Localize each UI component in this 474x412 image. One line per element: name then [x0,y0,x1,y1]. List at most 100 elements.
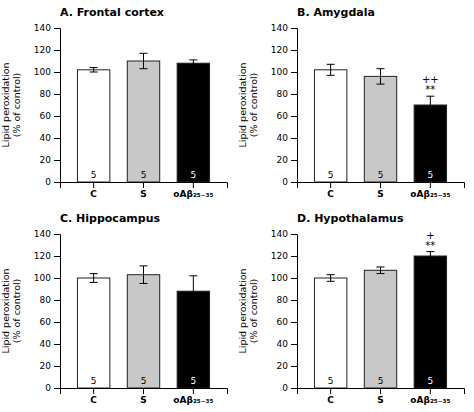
tick-label: 20 [277,361,289,371]
title: B. Amygdala [297,6,375,19]
tick-label: 40 [277,339,289,349]
tick-mark [291,28,297,29]
error-bar-line [327,64,335,75]
y-axis-title: Lipid peroxidation(% of control) [0,268,22,353]
x-axis: CSoAβ₂₅₋₃₅ [298,388,465,405]
tick: 120 [271,251,297,261]
tick-mark [54,160,60,161]
error-bar-line [189,276,197,307]
tick: 140 [271,23,297,33]
y-axis-title-line: (% of control) [11,73,22,138]
n-label: 5 [328,170,334,180]
tick-label: S [140,189,146,199]
tick-label: 100 [34,67,51,77]
y-axis: 020406080100120140 [34,23,61,187]
error-bar-line [327,275,335,282]
tick: 100 [271,67,297,77]
tick: 0 [45,383,60,393]
tick: 60 [277,111,297,121]
tick-label: 80 [277,89,289,99]
tick-label: 100 [271,273,288,283]
tick-label: 120 [271,251,288,261]
y-axis-title: Lipid peroxidation(% of control) [0,62,22,147]
tick-mark [291,300,297,301]
panel: 020406080100120140CSoAβ₂₅₋₃₅555A. Fronta… [0,6,228,199]
tick: oAβ₂₅₋₃₅ [173,182,213,199]
x-axis: CSoAβ₂₅₋₃₅ [298,182,465,199]
tick: 20 [40,361,60,371]
tick: 100 [34,273,60,283]
tick-mark [193,388,194,394]
tick-label: 0 [282,177,288,187]
tick-mark [54,322,60,323]
tick-label: 20 [40,361,52,371]
error-bar-line [426,96,434,114]
tick-mark [143,388,144,394]
n-label: 5 [91,170,97,180]
tick-mark [291,182,297,183]
tick: 140 [34,229,60,239]
tick-mark [291,116,297,117]
tick-mark [143,182,144,188]
marks [314,252,446,388]
bar [364,270,396,388]
title: C. Hippocampus [60,212,160,225]
tick: 40 [40,339,60,349]
tick-mark [54,234,60,235]
tick: 100 [271,273,297,283]
tick-mark [430,182,431,188]
tick: 40 [40,133,60,143]
labels: 555 [91,170,196,180]
labels: 555++** [328,74,439,180]
tick: 60 [277,317,297,327]
n-label: 5 [427,376,433,386]
tick: 100 [34,67,60,77]
axis-line [298,389,465,395]
error-bar-line [189,60,197,67]
n-label: 5 [91,376,97,386]
bar [414,105,446,182]
tick-label: 0 [282,383,288,393]
tick-label: 140 [34,23,51,33]
tick-label: 20 [277,155,289,165]
tick: 80 [40,295,60,305]
bar [77,278,109,388]
axis-line [54,235,61,389]
tick-label: oAβ₂₅₋₃₅ [173,395,213,405]
annotation: ** [425,240,435,251]
y-axis-title-line: Lipid peroxidation [237,62,248,147]
bar [364,76,396,182]
error-bar [327,64,335,75]
error-bar-line [426,252,434,261]
tick: 120 [34,45,60,55]
error-bar [426,252,434,261]
error-bar [140,53,148,68]
tick: S [140,388,146,405]
tick-mark [380,388,381,394]
tick-label: 40 [277,133,289,143]
error-bar [90,68,98,72]
annotation: ** [425,84,435,95]
tick-mark [291,366,297,367]
tick: C [90,388,97,405]
error-bar [377,69,385,84]
tick-mark [93,388,94,394]
y-axis-title: Lipid peroxidation(% of control) [237,268,259,353]
y-axis-title: Lipid peroxidation(% of control) [237,62,259,147]
tick-label: C [90,395,97,405]
tick-mark [291,72,297,73]
bar [177,63,209,182]
tick: 120 [271,45,297,55]
tick-label: S [377,189,383,199]
panel: 020406080100120140CSoAβ₂₅₋₃₅555C. Hippoc… [0,212,228,405]
tick: 80 [277,295,297,305]
x-axis: CSoAβ₂₅₋₃₅ [61,182,228,199]
error-bar-line [140,53,148,68]
tick-mark [54,72,60,73]
title: A. Frontal cortex [60,6,164,19]
y-axis-title-line: (% of control) [248,279,259,344]
bar [314,278,346,388]
tick-mark [291,138,297,139]
bar [314,70,346,182]
tick-mark [193,182,194,188]
